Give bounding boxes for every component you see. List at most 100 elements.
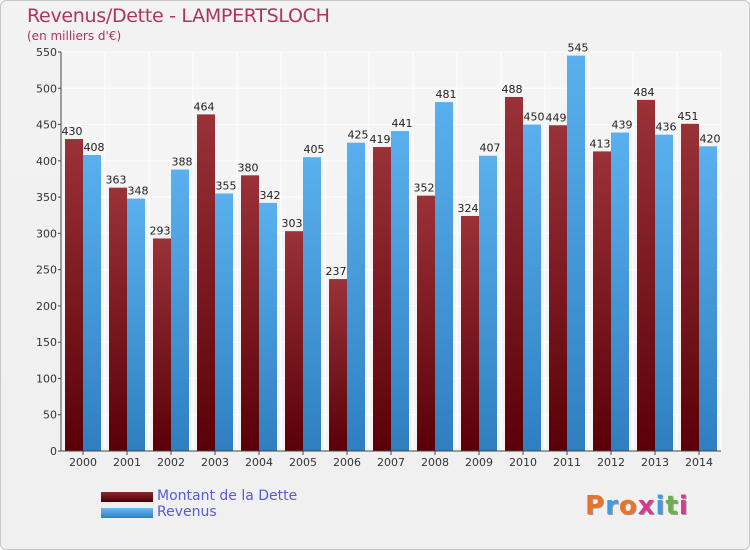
bar-revenus xyxy=(655,134,673,451)
bar-revenus xyxy=(435,102,453,451)
data-label-revenus: 441 xyxy=(392,117,413,130)
y-tick-label: 100 xyxy=(36,372,57,385)
y-tick-label: 400 xyxy=(36,155,57,168)
bar-dette xyxy=(549,125,567,452)
y-tick-label: 450 xyxy=(36,119,57,132)
y-tick-label: 300 xyxy=(36,227,57,240)
data-label-dette: 464 xyxy=(194,100,215,113)
bar-dette xyxy=(329,279,347,451)
bar-dette xyxy=(637,99,655,451)
legend-label-dette: Montant de la Dette xyxy=(157,488,298,504)
bar-revenus xyxy=(83,155,101,452)
logo-letter: x xyxy=(637,491,656,521)
x-tick-label: 2006 xyxy=(333,456,361,469)
bar-dette xyxy=(681,123,699,451)
bar-revenus xyxy=(523,124,541,451)
bar-revenus xyxy=(611,132,629,451)
logo-letter: P xyxy=(585,491,606,521)
bar-revenus xyxy=(259,202,277,451)
legend-swatch-revenus xyxy=(101,508,153,518)
bar-dette xyxy=(461,215,479,451)
data-label-revenus: 348 xyxy=(128,185,149,198)
data-label-revenus: 425 xyxy=(348,129,369,142)
data-label-dette: 324 xyxy=(458,202,479,215)
data-label-dette: 449 xyxy=(546,111,567,124)
x-tick-label: 2005 xyxy=(289,456,317,469)
data-label-dette: 430 xyxy=(62,125,83,138)
x-tick-label: 2008 xyxy=(421,456,449,469)
bar-dette xyxy=(241,175,259,451)
data-label-revenus: 342 xyxy=(260,189,281,202)
y-tick-label: 0 xyxy=(50,445,57,458)
data-label-revenus: 408 xyxy=(84,141,105,154)
proxiti-logo: Proxiti xyxy=(585,491,689,521)
data-label-dette: 451 xyxy=(678,110,699,123)
y-tick-label: 200 xyxy=(36,300,57,313)
data-label-revenus: 388 xyxy=(172,156,193,169)
x-tick-label: 2011 xyxy=(553,456,581,469)
y-tick-label: 550 xyxy=(36,46,57,59)
bar-revenus xyxy=(567,55,585,452)
data-label-dette: 237 xyxy=(326,265,347,278)
x-tick-label: 2007 xyxy=(377,456,405,469)
bar-dette xyxy=(153,238,171,451)
x-tick-label: 2002 xyxy=(157,456,185,469)
data-label-dette: 380 xyxy=(238,161,259,174)
x-tick-label: 2003 xyxy=(201,456,229,469)
y-tick-label: 50 xyxy=(43,409,57,422)
y-tick-label: 150 xyxy=(36,336,57,349)
data-label-revenus: 545 xyxy=(568,42,589,55)
bar-revenus xyxy=(347,142,365,451)
x-tick-label: 2000 xyxy=(69,456,97,469)
data-label-revenus: 420 xyxy=(700,132,721,145)
data-label-revenus: 407 xyxy=(480,142,501,155)
x-tick-label: 2009 xyxy=(465,456,493,469)
data-label-dette: 363 xyxy=(106,174,127,187)
logo-letter: t xyxy=(665,491,679,521)
bar-dette xyxy=(65,139,83,451)
data-label-dette: 303 xyxy=(282,217,303,230)
data-label-revenus: 355 xyxy=(216,179,237,192)
data-label-revenus: 450 xyxy=(524,111,545,124)
logo-letter: i xyxy=(678,491,689,521)
data-label-revenus: 481 xyxy=(436,88,457,101)
data-label-dette: 419 xyxy=(370,133,391,146)
bar-dette xyxy=(417,195,435,451)
bar-dette xyxy=(285,231,303,451)
chart-title: Revenus/Dette - LAMPERTSLOCH xyxy=(27,5,330,27)
data-label-dette: 484 xyxy=(634,86,655,99)
x-tick-label: 2014 xyxy=(685,456,713,469)
logo-letter: o xyxy=(618,491,638,521)
bar-revenus xyxy=(699,146,717,452)
bar-revenus xyxy=(127,198,145,451)
bar-dette xyxy=(373,147,391,451)
bar-revenus xyxy=(479,155,497,452)
x-tick-label: 2004 xyxy=(245,456,273,469)
data-label-dette: 488 xyxy=(502,83,523,96)
y-tick-label: 350 xyxy=(36,191,57,204)
bar-dette xyxy=(505,96,523,451)
data-label-dette: 413 xyxy=(590,137,611,150)
legend-swatch-dette xyxy=(101,492,153,502)
chart-subtitle: (en milliers d'€) xyxy=(27,29,122,43)
bar-revenus xyxy=(391,131,409,452)
x-tick-label: 2010 xyxy=(509,456,537,469)
y-tick-label: 250 xyxy=(36,264,57,277)
data-label-revenus: 405 xyxy=(304,143,325,156)
data-label-revenus: 439 xyxy=(612,119,633,132)
data-label-revenus: 436 xyxy=(656,121,677,134)
data-label-dette: 352 xyxy=(414,182,435,195)
data-label-dette: 293 xyxy=(150,224,171,237)
x-tick-label: 2001 xyxy=(113,456,141,469)
logo-letter: i xyxy=(655,491,666,521)
bar-revenus xyxy=(215,193,233,452)
bar-dette xyxy=(593,151,611,451)
bar-dette xyxy=(197,114,215,451)
logo-letter: r xyxy=(605,491,619,521)
x-tick-label: 2012 xyxy=(597,456,625,469)
bar-revenus xyxy=(303,157,321,451)
bar-revenus xyxy=(171,169,189,452)
x-tick-label: 2013 xyxy=(641,456,669,469)
